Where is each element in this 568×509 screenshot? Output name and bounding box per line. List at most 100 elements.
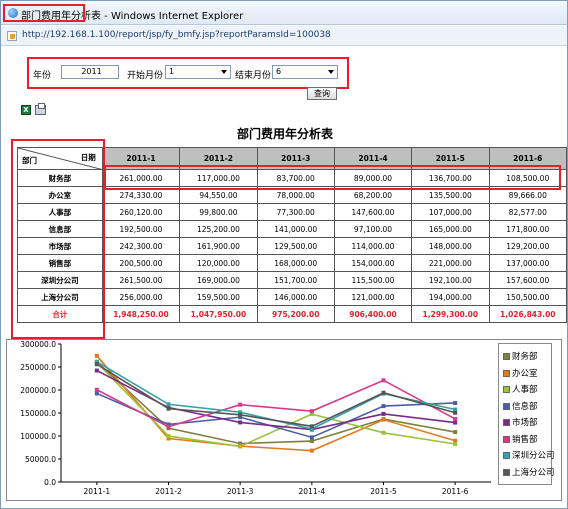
column-header: 2011-5 (411, 147, 490, 170)
data-point (309, 409, 314, 414)
series-line-7 (96, 363, 456, 428)
total-cell: 1,047,950.00 (179, 305, 258, 323)
x-tick-label: 2011-3 (227, 487, 254, 496)
y-tick-label: 50000.0 (25, 455, 56, 464)
window-title: 部门费用年分析表 - Windows Internet Explorer (21, 11, 244, 22)
legend-swatch (503, 369, 510, 377)
data-point (94, 387, 99, 392)
value-cell: 97,100.00 (333, 220, 413, 238)
legend-label: 深圳分公司 (512, 451, 555, 461)
data-point (453, 400, 458, 405)
series-line-5 (96, 379, 456, 428)
value-cell: 148,000.00 (411, 237, 490, 255)
year-label: 年份 (33, 71, 52, 81)
value-cell: 256,000.00 (101, 288, 181, 306)
data-point (309, 448, 314, 453)
title-highlight (3, 4, 85, 22)
legend-label: 信息部 (512, 401, 538, 412)
data-point (238, 412, 243, 417)
data-point (238, 420, 243, 425)
total-cell: 1,026,843.00 (488, 305, 568, 323)
address-url[interactable]: http://192.168.1.100/report/jsp/fy_bmfy.… (22, 30, 331, 40)
legend-item: 人事部 (503, 383, 538, 395)
data-point (238, 415, 243, 420)
total-cell: 1,299,300.00 (411, 305, 490, 323)
legend-swatch (503, 353, 510, 360)
table-row: 人事部 260,120.00 99,800.00 77,300.00 147,600.0… (17, 203, 568, 221)
data-point (453, 416, 458, 421)
printer-icon[interactable] (35, 103, 46, 115)
table-row: 深圳分公司 261,500.00 169,000.00 151,700.00 115,5… (17, 271, 568, 289)
data-point (381, 411, 386, 416)
data-point (309, 412, 314, 417)
legend-label: 上海分公司 (512, 467, 555, 478)
series-line-1 (96, 355, 456, 452)
value-cell: 129,500.00 (256, 237, 335, 255)
value-cell: 150,500.00 (488, 288, 568, 306)
data-point (381, 378, 386, 383)
value-cell: 192,500.00 (101, 220, 181, 238)
line-chart: 300000.0 250000.0 200000.0 150000.0 100000.0… (20, 340, 491, 496)
data-point (381, 390, 386, 395)
page-icon (7, 31, 17, 41)
address-bar[interactable]: http://192.168.1.100/report/jsp/fy_bmfy.… (1, 26, 567, 46)
query-button[interactable]: 查询 (307, 87, 337, 100)
data-point (381, 430, 386, 435)
value-cell: 200,500.00 (101, 254, 181, 272)
value-cell: 137,000.00 (488, 254, 568, 272)
data-point (94, 362, 99, 367)
start-month-select[interactable]: 1 (165, 65, 231, 79)
end-month-select[interactable]: 6 (272, 65, 338, 79)
y-tick-label: 200000.0 (20, 386, 56, 395)
x-tick-label: 2011-4 (299, 487, 326, 496)
series-line-2 (96, 361, 456, 448)
value-cell: 194,000.00 (411, 288, 490, 306)
value-cell: 141,000.00 (256, 220, 335, 238)
column-header: 2011-4 (333, 147, 413, 170)
data-point (166, 406, 171, 411)
data-point (94, 368, 99, 373)
excel-export-icon[interactable]: X (21, 105, 31, 115)
data-point (238, 402, 243, 407)
chart-frame: 300000.0 250000.0 200000.0 150000.0 100000.0… (6, 339, 562, 501)
legend-item: 办公室 (503, 367, 538, 379)
legend-swatch (503, 468, 510, 476)
x-tick-label: 2011-5 (370, 487, 397, 496)
value-cell: 125,200.00 (179, 220, 258, 238)
data-point (309, 426, 314, 431)
data-point (166, 436, 171, 441)
legend-swatch (503, 419, 510, 426)
data-point (166, 422, 171, 427)
value-cell: 82,577.00 (488, 203, 568, 221)
data-point (381, 417, 386, 422)
data-point (309, 439, 314, 444)
legend-label: 人事部 (512, 385, 538, 395)
y-tick-label: 150000.0 (20, 409, 56, 418)
data-point (94, 359, 99, 364)
y-tick-label: 0.0 (44, 478, 56, 487)
legend-label: 办公室 (512, 368, 538, 379)
legend-item: 销售部 (503, 433, 538, 445)
legend-swatch (503, 386, 510, 393)
value-cell: 146,000.00 (256, 288, 335, 306)
legend-item: 深圳分公司 (503, 449, 555, 461)
series-line-3 (96, 392, 456, 439)
value-cell: 114,000.00 (333, 237, 413, 255)
value-cell: 129,200.00 (488, 237, 568, 255)
internet-explorer-icon (8, 8, 18, 18)
y-tick-label: 300000.0 (20, 340, 56, 349)
value-cell: 151,700.00 (256, 271, 335, 289)
year-input[interactable]: 2011 (61, 65, 119, 79)
series-line-0 (96, 361, 456, 445)
value-cell: 107,000.00 (411, 203, 490, 221)
legend-item: 信息部 (503, 400, 538, 412)
data-point (94, 391, 99, 396)
chart-legend: 财务部 办公室 人事部 信息部 市场部 销售部 深圳分公司 上海分公司 (498, 343, 555, 485)
value-cell: 120,000.00 (179, 254, 258, 272)
legend-item: 财务部 (503, 350, 538, 362)
value-cell: 242,300.00 (101, 237, 181, 255)
window-titlebar: 部门费用年分析表 - Windows Internet Explorer (1, 1, 567, 25)
data-point (453, 410, 458, 415)
total-row: 合计 1,948,250.00 1,047,950.00 975,200.00 906,… (17, 305, 568, 323)
